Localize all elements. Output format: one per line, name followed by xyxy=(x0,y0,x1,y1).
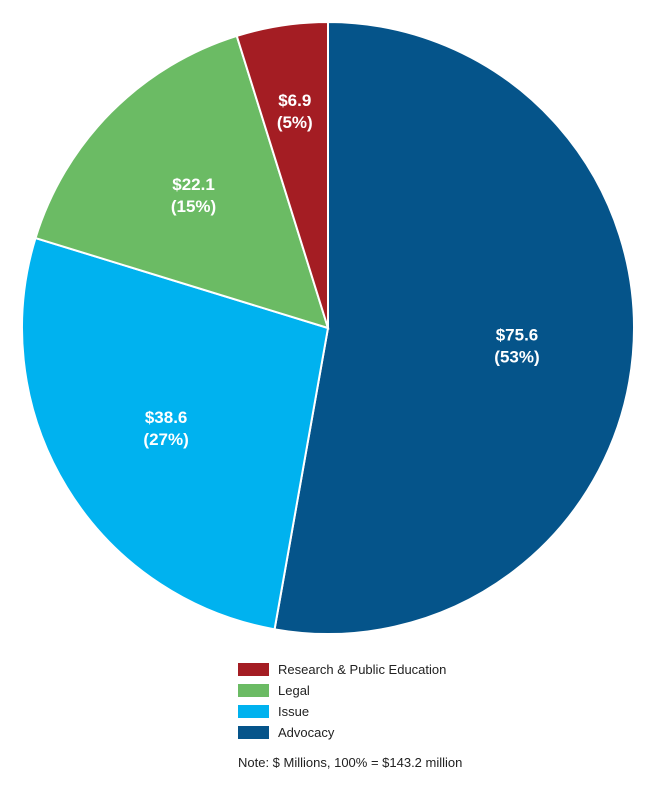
slice-percent-label-legal: (15%) xyxy=(171,197,216,216)
pie-chart: $75.6 (53%) $38.6 (27%) $22.1 (15%) $6.9 (5%) xyxy=(21,20,635,635)
slice-value-label-issue: $38.6 xyxy=(145,408,188,427)
legend-item-research: Research & Public Education xyxy=(238,659,446,680)
legend-swatch-legal xyxy=(238,684,269,697)
legend-item-issue: Issue xyxy=(238,701,446,722)
pie-outline xyxy=(21,21,635,635)
legend-label-legal: Legal xyxy=(278,683,310,698)
slice-value-label-research: $6.9 xyxy=(278,91,311,110)
legend-swatch-research xyxy=(238,663,269,676)
pie-labels: $75.6 (53%) $38.6 (27%) $22.1 (15%) $6.9 (5%) xyxy=(143,91,539,449)
legend-item-advocacy: Advocacy xyxy=(238,722,446,743)
pie-slices xyxy=(21,20,635,635)
slice-value-label-legal: $22.1 xyxy=(172,175,215,194)
legend: Research & Public Education Legal Issue … xyxy=(238,659,446,743)
slice-value-label-advocacy: $75.6 xyxy=(496,326,539,345)
slice-percent-label-advocacy: (53%) xyxy=(494,348,539,367)
legend-label-research: Research & Public Education xyxy=(278,662,447,677)
legend-label-advocacy: Advocacy xyxy=(278,725,335,740)
slice-percent-label-research: (5%) xyxy=(277,113,313,132)
legend-item-legal: Legal xyxy=(238,680,446,701)
legend-swatch-issue xyxy=(238,705,269,718)
legend-label-issue: Issue xyxy=(278,704,310,719)
slice-percent-label-issue: (27%) xyxy=(143,430,188,449)
legend-swatch-advocacy xyxy=(238,726,269,739)
chart-note: Note: $ Millions, 100% = $143.2 million xyxy=(238,755,463,770)
